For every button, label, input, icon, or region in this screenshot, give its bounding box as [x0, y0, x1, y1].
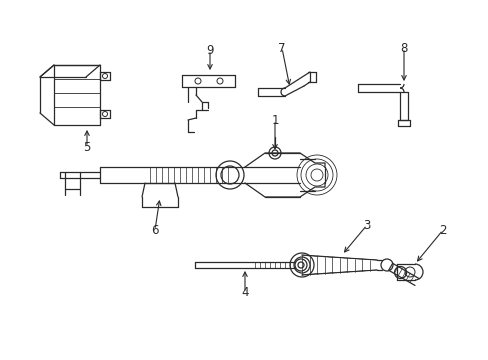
Text: 5: 5: [83, 140, 90, 153]
Text: 8: 8: [400, 41, 407, 54]
Text: 9: 9: [206, 44, 213, 57]
Text: 7: 7: [278, 41, 285, 54]
Text: 2: 2: [438, 224, 446, 237]
Text: 1: 1: [271, 113, 278, 126]
Text: 3: 3: [363, 219, 370, 231]
Text: 6: 6: [151, 224, 159, 237]
Text: 4: 4: [241, 287, 248, 300]
